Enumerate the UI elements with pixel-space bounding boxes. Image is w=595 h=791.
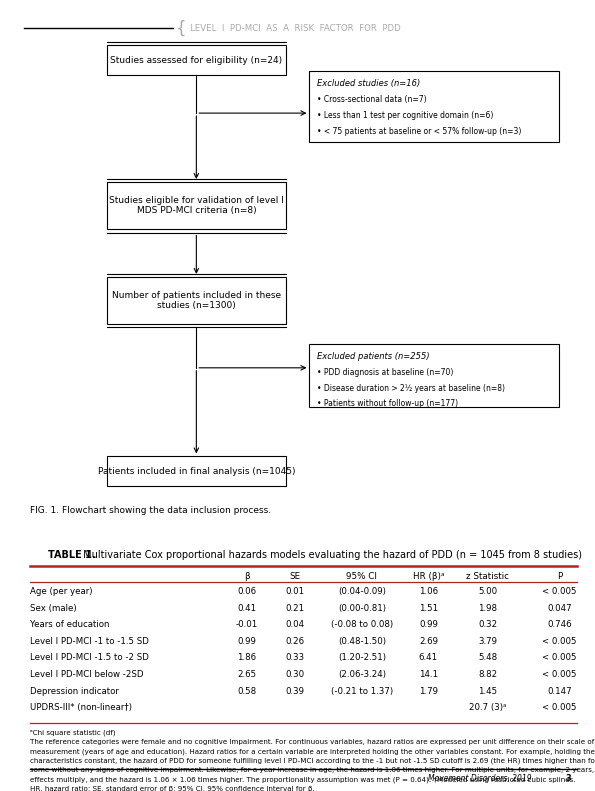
Text: Number of patients included in these
studies (n=1300): Number of patients included in these stu…: [112, 291, 281, 310]
Text: 6.41: 6.41: [419, 653, 438, 662]
Text: effects multiply, and the hazard is 1.06 × 1.06 times higher. The proportionalit: effects multiply, and the hazard is 1.06…: [30, 777, 575, 783]
Text: UPDRS-III* (non-linear†): UPDRS-III* (non-linear†): [30, 703, 131, 712]
Text: 0.746: 0.746: [547, 620, 572, 629]
Text: (0.00-0.81): (0.00-0.81): [338, 604, 386, 612]
Text: Depression indicator: Depression indicator: [30, 687, 118, 695]
Text: Excluded patients (n=255): Excluded patients (n=255): [317, 352, 430, 361]
Text: 0.30: 0.30: [285, 670, 304, 679]
Text: (-0.21 to 1.37): (-0.21 to 1.37): [331, 687, 393, 695]
Text: < 0.005: < 0.005: [542, 587, 577, 596]
Text: 0.99: 0.99: [419, 620, 438, 629]
Text: Level I PD-MCI -1.5 to -2 SD: Level I PD-MCI -1.5 to -2 SD: [30, 653, 149, 662]
FancyBboxPatch shape: [107, 45, 286, 75]
Text: Studies assessed for eligibility (n=24): Studies assessed for eligibility (n=24): [110, 55, 283, 65]
Text: (1.20-2.51): (1.20-2.51): [338, 653, 386, 662]
Text: Level I PD-MCI -1 to -1.5 SD: Level I PD-MCI -1 to -1.5 SD: [30, 637, 149, 645]
Text: 3: 3: [565, 774, 571, 782]
Text: < 0.005: < 0.005: [542, 703, 577, 712]
FancyBboxPatch shape: [107, 277, 286, 324]
Text: (-0.08 to 0.08): (-0.08 to 0.08): [331, 620, 393, 629]
Text: β: β: [244, 572, 250, 581]
Text: 0.58: 0.58: [237, 687, 256, 695]
Text: 1.06: 1.06: [419, 587, 438, 596]
Text: z Statistic: z Statistic: [466, 572, 509, 581]
Text: Sex (male): Sex (male): [30, 604, 76, 612]
Text: Studies eligible for validation of level I
MDS PD-MCI criteria (n=8): Studies eligible for validation of level…: [109, 196, 284, 215]
Text: P: P: [557, 572, 562, 581]
Text: 0.39: 0.39: [285, 687, 304, 695]
Text: • < 75 patients at baseline or < 57% follow-up (n=3): • < 75 patients at baseline or < 57% fol…: [317, 127, 521, 135]
Text: FIG. 1. Flowchart showing the data inclusion process.: FIG. 1. Flowchart showing the data inclu…: [30, 506, 271, 515]
Text: 0.41: 0.41: [237, 604, 256, 612]
Text: 8.82: 8.82: [478, 670, 497, 679]
Text: < 0.005: < 0.005: [542, 670, 577, 679]
Text: 5.00: 5.00: [478, 587, 497, 596]
Text: • PDD diagnosis at baseline (n=70): • PDD diagnosis at baseline (n=70): [317, 368, 453, 377]
Text: 0.33: 0.33: [285, 653, 304, 662]
Text: 2.65: 2.65: [237, 670, 256, 679]
Text: 20.7 (3)ᵃ: 20.7 (3)ᵃ: [469, 703, 506, 712]
Text: • Cross-sectional data (n=7): • Cross-sectional data (n=7): [317, 95, 427, 104]
Text: LEVEL  I  PD-MCI  AS  A  RISK  FACTOR  FOR  PDD: LEVEL I PD-MCI AS A RISK FACTOR FOR PDD: [190, 24, 401, 33]
Text: 0.04: 0.04: [285, 620, 304, 629]
FancyBboxPatch shape: [107, 456, 286, 486]
Text: • Disease duration > 2½ years at baseline (n=8): • Disease duration > 2½ years at baselin…: [317, 384, 505, 392]
Text: 14.1: 14.1: [419, 670, 438, 679]
Text: 5.48: 5.48: [478, 653, 497, 662]
Text: 1.98: 1.98: [478, 604, 497, 612]
Text: some without any signs of cognitive impairment. Likewise, for a year increase in: some without any signs of cognitive impa…: [30, 767, 595, 774]
Text: HR (β)ᵃ: HR (β)ᵃ: [413, 572, 444, 581]
Text: (2.06-3.24): (2.06-3.24): [338, 670, 386, 679]
Text: (0.48-1.50): (0.48-1.50): [338, 637, 386, 645]
Text: 2.69: 2.69: [419, 637, 438, 645]
Text: 0.99: 0.99: [237, 637, 256, 645]
Text: 0.01: 0.01: [285, 587, 304, 596]
Text: measurement (years of age and education). Hazard ratios for a certain variable a: measurement (years of age and education)…: [30, 748, 595, 755]
Text: Movement Disorders, 2019: Movement Disorders, 2019: [428, 774, 532, 782]
Text: -0.01: -0.01: [236, 620, 258, 629]
Text: 0.06: 0.06: [237, 587, 256, 596]
Text: (0.04-0.09): (0.04-0.09): [338, 587, 386, 596]
FancyBboxPatch shape: [309, 344, 559, 407]
Text: < 0.005: < 0.005: [542, 653, 577, 662]
Text: < 0.005: < 0.005: [542, 637, 577, 645]
Text: 0.21: 0.21: [285, 604, 304, 612]
Text: Excluded studies (n=16): Excluded studies (n=16): [317, 79, 421, 88]
Text: The reference categories were female and no cognitive impairment. For continuous: The reference categories were female and…: [30, 739, 594, 745]
Text: 3.79: 3.79: [478, 637, 497, 645]
FancyBboxPatch shape: [309, 71, 559, 142]
Text: • Less than 1 test per cognitive domain (n=6): • Less than 1 test per cognitive domain …: [317, 111, 493, 119]
Text: 1.45: 1.45: [478, 687, 497, 695]
Text: Level I PD-MCI below -2SD: Level I PD-MCI below -2SD: [30, 670, 143, 679]
Text: 0.047: 0.047: [547, 604, 572, 612]
Text: characteristics constant, the hazard of PDD for someone fulfilling level I PD-MC: characteristics constant, the hazard of …: [30, 758, 595, 764]
Text: {: {: [176, 20, 186, 37]
Text: 0.32: 0.32: [478, 620, 497, 629]
FancyBboxPatch shape: [107, 182, 286, 229]
Text: 1.86: 1.86: [237, 653, 256, 662]
Text: 1.51: 1.51: [419, 604, 438, 612]
Text: TABLE 1.: TABLE 1.: [48, 550, 95, 560]
Text: Age (per year): Age (per year): [30, 587, 92, 596]
Text: • Patients without follow-up (n=177): • Patients without follow-up (n=177): [317, 399, 458, 408]
Text: Patients included in final analysis (n=1045): Patients included in final analysis (n=1…: [98, 467, 295, 476]
Text: 1.79: 1.79: [419, 687, 438, 695]
Text: HR, hazard ratio; SE, standard error of β; 95% CI, 95% confidence interval for β: HR, hazard ratio; SE, standard error of …: [30, 786, 315, 791]
Text: ᵃChi square statistic (df): ᵃChi square statistic (df): [30, 729, 115, 736]
Text: 0.26: 0.26: [285, 637, 304, 645]
Text: SE: SE: [289, 572, 300, 581]
Text: Multivariate Cox proportional hazards models evaluating the hazard of PDD (n = 1: Multivariate Cox proportional hazards mo…: [80, 550, 583, 560]
Text: 95% CI: 95% CI: [346, 572, 377, 581]
Text: Years of education: Years of education: [30, 620, 109, 629]
Text: 0.147: 0.147: [547, 687, 572, 695]
